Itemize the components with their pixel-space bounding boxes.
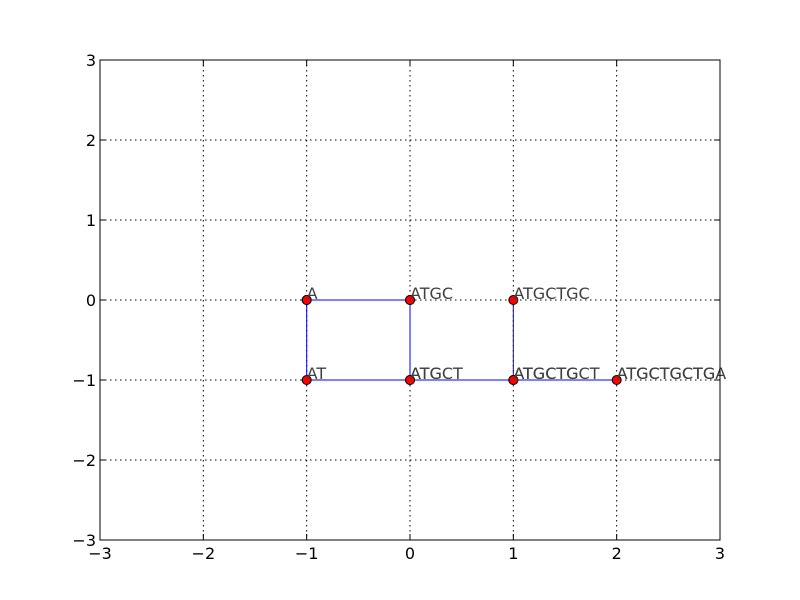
point-label: ATGCT <box>410 364 463 383</box>
point-label: ATGCTGC <box>513 284 589 303</box>
y-tick-label: 2 <box>86 131 96 150</box>
y-tick-label: 3 <box>86 51 96 70</box>
ticks: −3 −2 −1 0 1 2 3 −3 −2 −1 0 1 2 3 <box>72 51 725 563</box>
point-label: ATGCTG <box>513 364 578 383</box>
point-labels: A AT ATG ATGC ATGCT ATGCTG ATGCTGC ATGCTGCT ATGC… <box>307 284 727 383</box>
x-tick-label: −1 <box>295 544 319 563</box>
point-label: ATGCTGCTGA <box>617 364 727 383</box>
data-point <box>405 295 415 305</box>
point-label: ATGCTGCT <box>513 364 599 383</box>
point-label: ATG <box>410 364 442 383</box>
x-tick-label: 2 <box>612 544 622 563</box>
data-point <box>405 375 415 385</box>
data-point <box>508 295 519 305</box>
x-tick-label: 3 <box>715 544 725 563</box>
y-tick-label: −2 <box>72 451 96 470</box>
y-tick-label: −1 <box>72 371 96 390</box>
point-label: A <box>307 284 318 303</box>
data-point <box>611 375 622 385</box>
x-tick-label: 1 <box>508 544 518 563</box>
data-point <box>301 295 312 305</box>
y-tick-label: 1 <box>86 211 96 230</box>
point-label: AT <box>307 364 327 383</box>
x-tick-label: −2 <box>192 544 216 563</box>
x-tick-label: 0 <box>405 544 415 563</box>
data-point <box>508 375 519 385</box>
point-label: ATGCTGCTG <box>617 364 716 383</box>
x-tick-label: −3 <box>88 544 112 563</box>
y-tick-label: 0 <box>86 291 96 310</box>
y-tick-label: −3 <box>72 531 96 550</box>
plot-frame <box>99 59 721 541</box>
point-label: ATGC <box>410 284 453 303</box>
data-point <box>301 375 312 385</box>
series <box>301 295 622 385</box>
